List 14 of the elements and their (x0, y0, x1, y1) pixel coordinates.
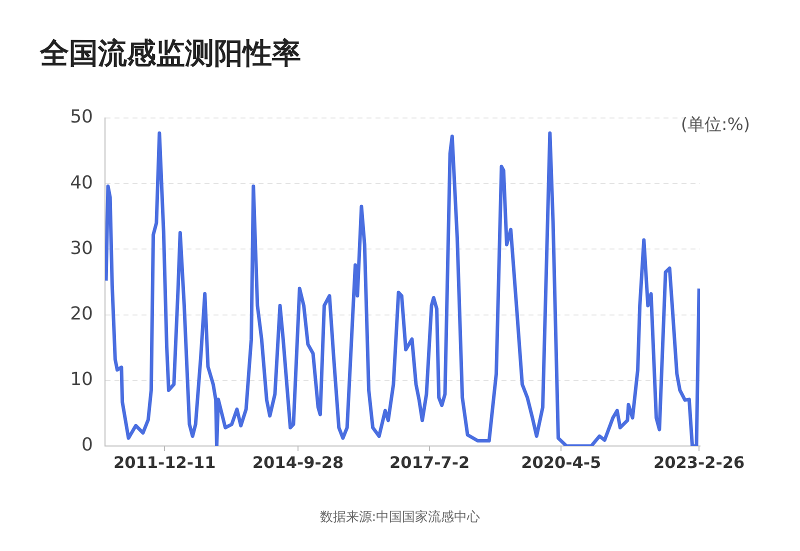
y-tick-label: 50 (70, 106, 93, 128)
annotation: (单位:%) (680, 114, 750, 136)
chart-title: 全国流感监测阳性率 (40, 35, 301, 72)
x-tick-label: 2014-9-28 (252, 452, 344, 472)
y-tick-label: 30 (70, 238, 93, 259)
x-tick-label: 2020-4-5 (521, 452, 602, 472)
y-tick-label: 20 (70, 303, 93, 324)
source-note: 数据来源:中国国家流感中心 (318, 509, 482, 526)
y-tick-label: 0 (82, 434, 93, 456)
x-tick-label: 2011-12-11 (113, 452, 216, 472)
x-tick-label: 2017-7-2 (390, 452, 470, 472)
y-tick-label: 10 (70, 369, 93, 390)
y-tick-label: 40 (70, 172, 93, 194)
x-tick-label: 2023-2-26 (653, 452, 745, 472)
